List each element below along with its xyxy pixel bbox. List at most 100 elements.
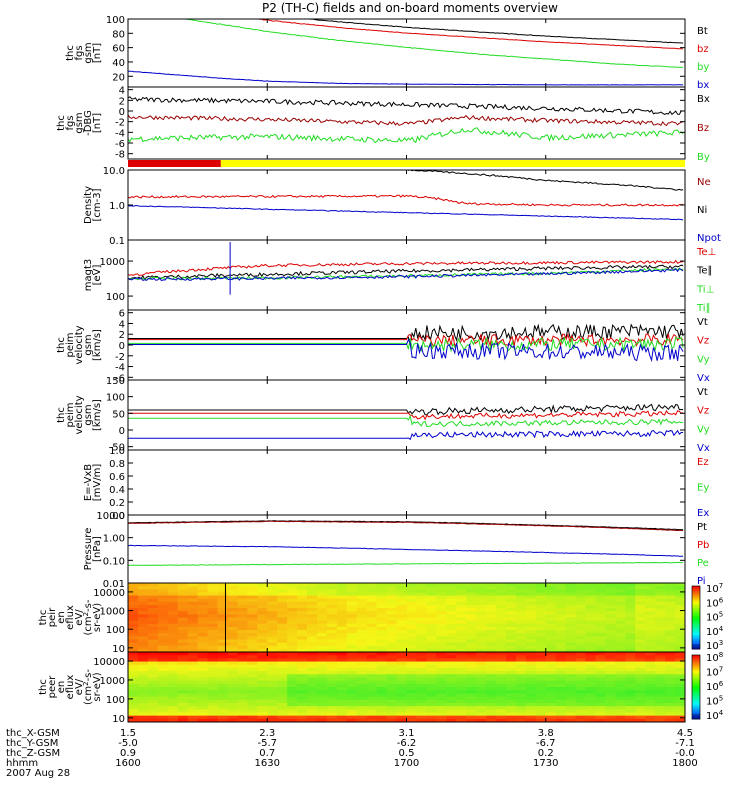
spectrogram-cell [376, 699, 388, 704]
spectrogram-cell [635, 623, 646, 628]
spectrogram-cell [346, 715, 358, 720]
spectrogram-cell [645, 687, 656, 691]
spectrogram-cell [287, 633, 298, 637]
spectrogram-cell [137, 586, 149, 590]
spectrogram-cell [416, 696, 427, 701]
y-tick-label: -4 [115, 363, 125, 374]
spectrogram-cell [625, 658, 636, 663]
spectrogram-cell [287, 661, 298, 666]
spectrogram-cell [376, 601, 388, 606]
spectrogram-cell [585, 693, 597, 698]
spectrogram-cell [496, 592, 507, 597]
y-axis-label-line: eflux [65, 605, 76, 630]
spectrogram-cell [675, 595, 685, 600]
spectrogram-cell [376, 680, 388, 685]
spectrogram-cell [128, 690, 139, 694]
spectrogram-cell [297, 626, 308, 631]
spectrogram-cell [307, 601, 318, 606]
spectrogram-cell [247, 706, 258, 710]
spectrogram-cell [227, 683, 239, 688]
spectrogram-cell [535, 623, 547, 628]
spectrogram-cell [426, 699, 437, 704]
spectrogram-cell [665, 699, 676, 704]
spectrogram-cell [436, 677, 447, 682]
spectrogram-cell [287, 589, 298, 594]
spectrogram-cell [426, 648, 437, 652]
spectrogram-cell [555, 702, 567, 707]
spectrogram-cell [595, 648, 607, 652]
spectrogram-cell [386, 630, 398, 634]
spectrogram-cell [267, 636, 278, 641]
spectrogram-cell [605, 620, 616, 625]
spectrogram-cell [605, 586, 616, 590]
spectrogram-cell [406, 674, 418, 679]
spectrogram-cell [277, 664, 288, 669]
spectrogram-cell [336, 620, 348, 625]
spectrogram-cell [446, 620, 457, 625]
spectrogram-cell [426, 693, 437, 698]
spectrogram-cell [187, 655, 199, 659]
spectrogram-cell [436, 611, 447, 615]
colorbar-cell [692, 587, 700, 590]
spectrogram-cell [137, 680, 149, 685]
spectrogram-cell [267, 696, 278, 701]
spectrogram-cell [326, 652, 338, 656]
spectrogram-cell [326, 642, 338, 647]
spectrogram-cell [257, 608, 268, 612]
spectrogram-cell [525, 671, 537, 675]
spectrogram-cell [585, 623, 597, 628]
spectrogram-cell [446, 617, 457, 622]
spectrogram-cell [615, 674, 626, 679]
spectrogram-cell [466, 715, 477, 720]
spectrogram-cell [356, 630, 368, 634]
spectrogram-cell [605, 658, 616, 663]
spectrogram-cell [645, 623, 656, 628]
spectrogram-cell [515, 598, 527, 603]
spectrogram-cell [456, 683, 467, 688]
spectrogram-cell [625, 630, 636, 634]
spectrogram-cell [416, 693, 427, 698]
spectrogram-cell [167, 693, 179, 698]
spectrogram-cell [227, 617, 239, 622]
spectrogram-cell [446, 636, 457, 641]
spectrogram-cell [635, 636, 646, 641]
spectrogram-cell [665, 658, 676, 663]
series-line-Vx [128, 429, 684, 441]
spectrogram-cell [147, 652, 159, 656]
spectrogram-cell [128, 683, 139, 688]
spectrogram-cell [257, 589, 268, 594]
spectrogram-cell [505, 617, 517, 622]
spectrogram-cell [346, 617, 358, 622]
spectrogram-cell [177, 718, 189, 722]
spectrogram-cell [386, 648, 398, 652]
spectrogram-cell [356, 595, 368, 600]
spectrogram-cell [515, 661, 527, 666]
spectrogram-cell [326, 645, 338, 650]
spectrogram-cell [675, 683, 685, 688]
spectrogram-cell [605, 677, 616, 682]
spectrogram-cell [525, 652, 537, 656]
spectrogram-cell [157, 677, 169, 682]
spectrogram-cell [237, 718, 248, 722]
colorbar-cell [692, 667, 700, 670]
spectrogram-cell [525, 667, 537, 672]
spectrogram-cell [416, 642, 427, 647]
spectrogram-cell [515, 671, 527, 675]
spectrogram-cell [585, 614, 597, 619]
spectrogram-cell [515, 604, 527, 609]
spectrogram-cell [157, 674, 169, 679]
spectrogram-cell [237, 693, 248, 698]
spectrogram-cell [376, 595, 388, 600]
spectrogram-cell [307, 648, 318, 652]
spectrogram-cell [316, 642, 328, 647]
x-tick-value: 0.5 [399, 748, 415, 759]
spectrogram-cell [137, 626, 149, 631]
colorbar-cell [692, 685, 700, 688]
spectrogram-cell [207, 633, 219, 637]
spectrogram-cell [207, 626, 219, 631]
spectrogram-cell [227, 614, 239, 619]
spectrogram-cell [575, 611, 587, 615]
spectrogram-cell [386, 626, 398, 631]
spectrogram-cell [575, 702, 587, 707]
spectrogram-cell [217, 586, 229, 590]
